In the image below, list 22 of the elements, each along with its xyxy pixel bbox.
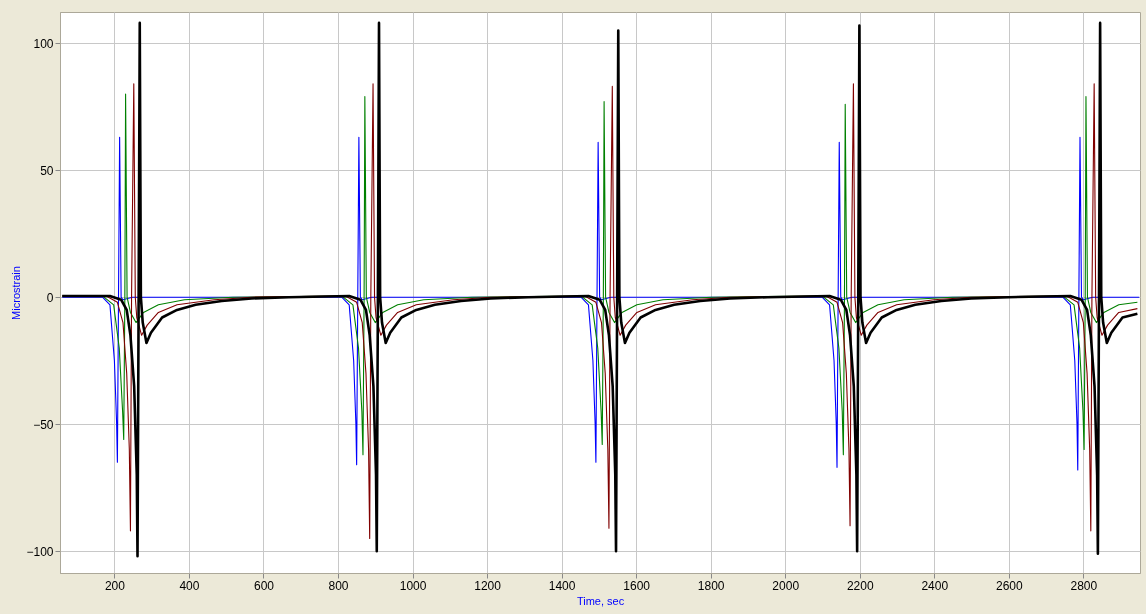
- y-tick-label: −50: [33, 417, 54, 432]
- x-tick-label: 1600: [623, 578, 651, 593]
- y-tick-label: 50: [40, 163, 54, 178]
- x-tick-label: 2800: [1070, 578, 1098, 593]
- x-axis-title: Time, sec: [576, 594, 625, 607]
- x-tick-label: 2000: [772, 578, 800, 593]
- x-tick-label: 600: [253, 578, 275, 593]
- y-tick-label: 0: [46, 290, 54, 305]
- x-tick-label: 400: [179, 578, 200, 593]
- x-tick-label: 2600: [995, 578, 1023, 593]
- x-tick-label: 1800: [697, 578, 725, 593]
- x-tick-label: 200: [104, 578, 126, 593]
- x-tick-label: 2400: [921, 578, 949, 593]
- x-tick-label: 2200: [846, 578, 874, 593]
- x-tick-label: 1400: [548, 578, 576, 593]
- y-tick-label: 100: [33, 36, 54, 51]
- x-tick-label: 1000: [399, 578, 427, 593]
- line-series: [60, 21, 1139, 558]
- x-tick-label: 1200: [474, 578, 502, 593]
- y-tick-label: −100: [26, 544, 54, 559]
- x-tick-label: 800: [328, 578, 349, 593]
- y-axis-title: Microstrain: [10, 266, 23, 320]
